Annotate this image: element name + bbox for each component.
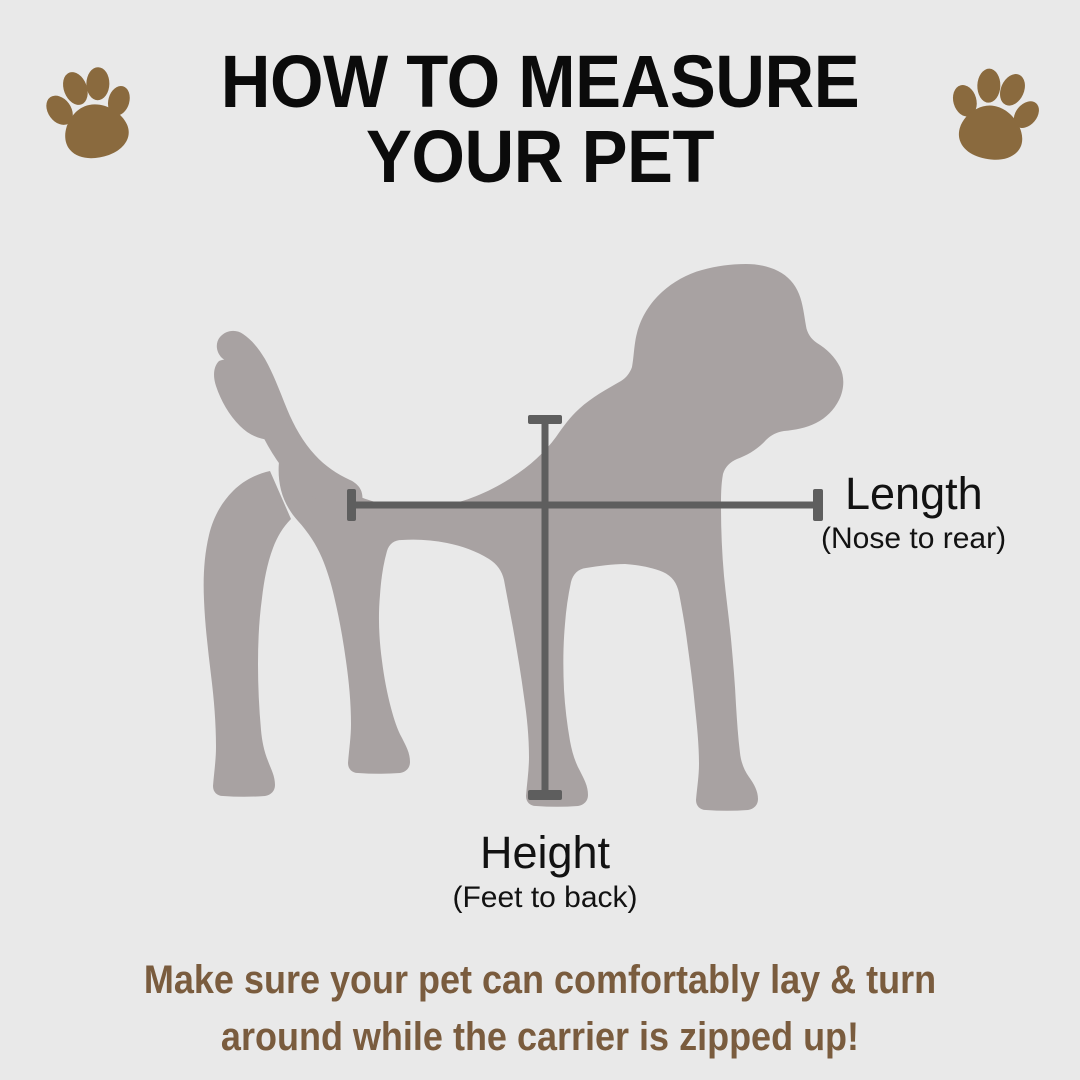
height-label: Height xyxy=(479,827,611,878)
paw-print-right-icon xyxy=(952,68,1039,160)
length-label-group: Length (Nose to rear) xyxy=(821,468,1006,556)
length-sublabel: (Nose to rear) xyxy=(821,522,1007,555)
paw-print-left-icon xyxy=(46,67,130,159)
height-measurement-line xyxy=(528,415,562,800)
height-sublabel: (Feet to back) xyxy=(452,881,638,914)
length-tick-start xyxy=(347,489,356,521)
height-tick-bottom xyxy=(528,790,562,800)
height-tick-top xyxy=(528,415,562,424)
length-measurement-line xyxy=(347,489,823,521)
height-label-group: Height (Feet to back) xyxy=(452,830,637,915)
length-tick-end xyxy=(813,489,823,521)
dog-silhouette xyxy=(203,264,844,811)
length-label: Length xyxy=(845,468,983,519)
